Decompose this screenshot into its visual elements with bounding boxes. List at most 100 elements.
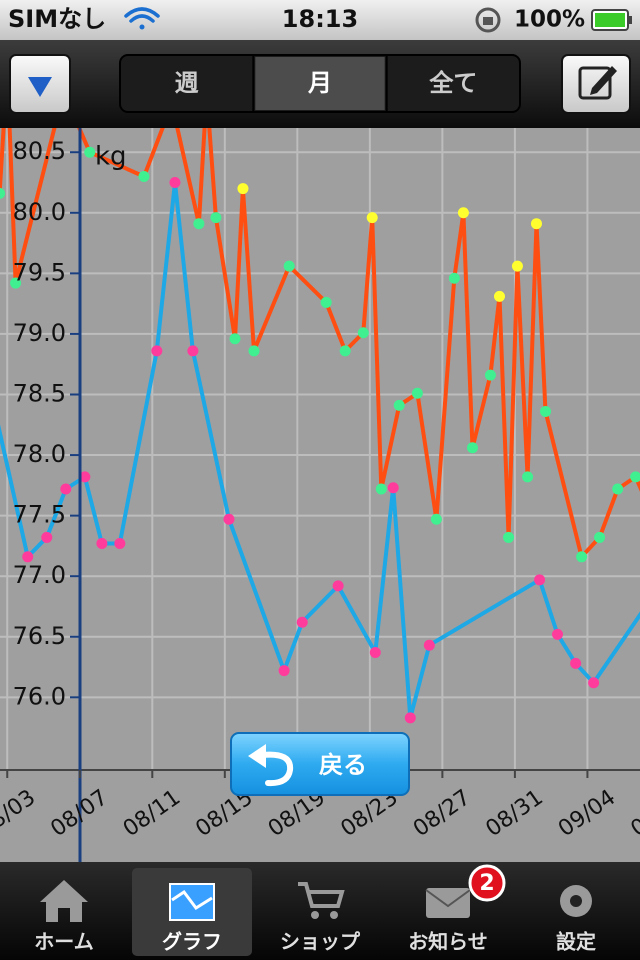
mail-icon xyxy=(425,888,471,918)
data-point xyxy=(339,345,351,357)
battery-percent: 100% xyxy=(514,7,585,33)
data-point xyxy=(530,218,542,230)
tab-label: グラフ xyxy=(162,930,222,954)
data-point xyxy=(430,513,442,525)
data-point xyxy=(369,647,381,659)
wifi-icon xyxy=(124,7,160,30)
data-point xyxy=(594,531,606,543)
data-point xyxy=(375,483,387,495)
data-point xyxy=(84,146,96,158)
data-point xyxy=(193,218,205,230)
data-point xyxy=(138,170,150,182)
tab-label: ホーム xyxy=(34,930,93,954)
data-point xyxy=(296,616,308,628)
y-tick-label: 76.0 xyxy=(13,682,66,710)
segment-label: 週 xyxy=(175,69,199,97)
segment-selected xyxy=(255,57,385,110)
data-point xyxy=(320,296,332,308)
data-point xyxy=(283,260,295,272)
segment-label: 全て xyxy=(428,69,477,97)
badge xyxy=(468,864,506,902)
segment[interactable]: 全て xyxy=(385,56,478,111)
data-point xyxy=(96,537,108,549)
data-point xyxy=(332,580,344,592)
home-icon xyxy=(40,880,88,922)
data-point xyxy=(393,399,405,411)
y-unit: kg xyxy=(95,142,127,172)
data-point xyxy=(79,471,91,483)
data-point xyxy=(114,537,126,549)
data-point xyxy=(237,183,249,195)
data-point xyxy=(466,442,478,454)
data-point xyxy=(357,327,369,339)
segment-label: 月 xyxy=(307,69,332,97)
tab[interactable]: ホーム xyxy=(34,930,93,954)
y-tick-label: 78.0 xyxy=(13,440,66,468)
tab-bar xyxy=(0,862,640,960)
clock: 18:13 xyxy=(282,5,358,33)
y-tick-label: 77.5 xyxy=(13,501,66,529)
data-point xyxy=(540,405,552,417)
menu-button[interactable] xyxy=(9,54,71,114)
tab[interactable]: ショップ xyxy=(280,930,361,954)
y-tick-label: 78.5 xyxy=(13,379,66,407)
data-point xyxy=(484,369,496,381)
data-point xyxy=(588,677,600,689)
data-point xyxy=(229,333,241,345)
y-tick-label: 79.5 xyxy=(13,258,66,286)
data-point xyxy=(534,574,546,586)
y-tick-label: 77.0 xyxy=(13,561,66,589)
data-point xyxy=(366,212,378,224)
cart-icon xyxy=(298,882,345,919)
y-tick-label: 80.5 xyxy=(13,137,66,165)
data-point xyxy=(552,628,564,640)
data-point xyxy=(511,260,523,272)
data-point xyxy=(60,483,72,495)
badge-count: 2 xyxy=(479,871,494,896)
tab-icons xyxy=(40,880,592,922)
gear-icon xyxy=(560,885,592,917)
carrier: SIMなし xyxy=(8,5,106,33)
data-point xyxy=(448,272,460,284)
graph-icon xyxy=(169,883,215,921)
rotation-lock-icon xyxy=(475,7,501,33)
segment[interactable]: 週 xyxy=(175,69,199,97)
tab[interactable]: 設定 xyxy=(556,930,596,954)
data-point xyxy=(22,551,34,563)
data-point xyxy=(151,345,163,357)
data-point xyxy=(169,177,181,189)
back-label: 戻る xyxy=(319,751,367,779)
data-point xyxy=(411,387,423,399)
data-point xyxy=(457,207,469,219)
segment[interactable]: 月 xyxy=(252,56,385,111)
data-point xyxy=(10,277,22,289)
data-point xyxy=(503,531,515,543)
data-point xyxy=(404,712,416,724)
tab[interactable]: お知らせ xyxy=(408,930,488,954)
edit-button[interactable] xyxy=(561,54,631,114)
y-tick-label: 80.0 xyxy=(13,198,66,226)
data-point xyxy=(630,471,640,483)
data-point xyxy=(493,290,505,302)
segmented-control: 週 月 全て xyxy=(119,54,521,113)
tab-label: ショップ xyxy=(280,930,361,954)
y-tick-label: 79.0 xyxy=(13,319,66,347)
tab-label: 設定 xyxy=(556,930,596,954)
back-button[interactable]: 戻る xyxy=(230,732,410,796)
data-point xyxy=(0,187,6,199)
data-point xyxy=(570,657,582,669)
data-point xyxy=(387,482,399,494)
data-point xyxy=(223,513,235,525)
battery-icon xyxy=(591,9,632,31)
data-point xyxy=(278,665,290,677)
plot-area xyxy=(0,128,640,724)
data-point xyxy=(248,345,260,357)
data-point xyxy=(612,483,624,495)
data-point xyxy=(423,639,435,651)
data-point xyxy=(187,345,199,357)
data-point xyxy=(576,551,588,563)
y-tick-label: 76.5 xyxy=(13,622,66,650)
data-point xyxy=(41,531,53,543)
tab-label: お知らせ xyxy=(408,930,488,954)
